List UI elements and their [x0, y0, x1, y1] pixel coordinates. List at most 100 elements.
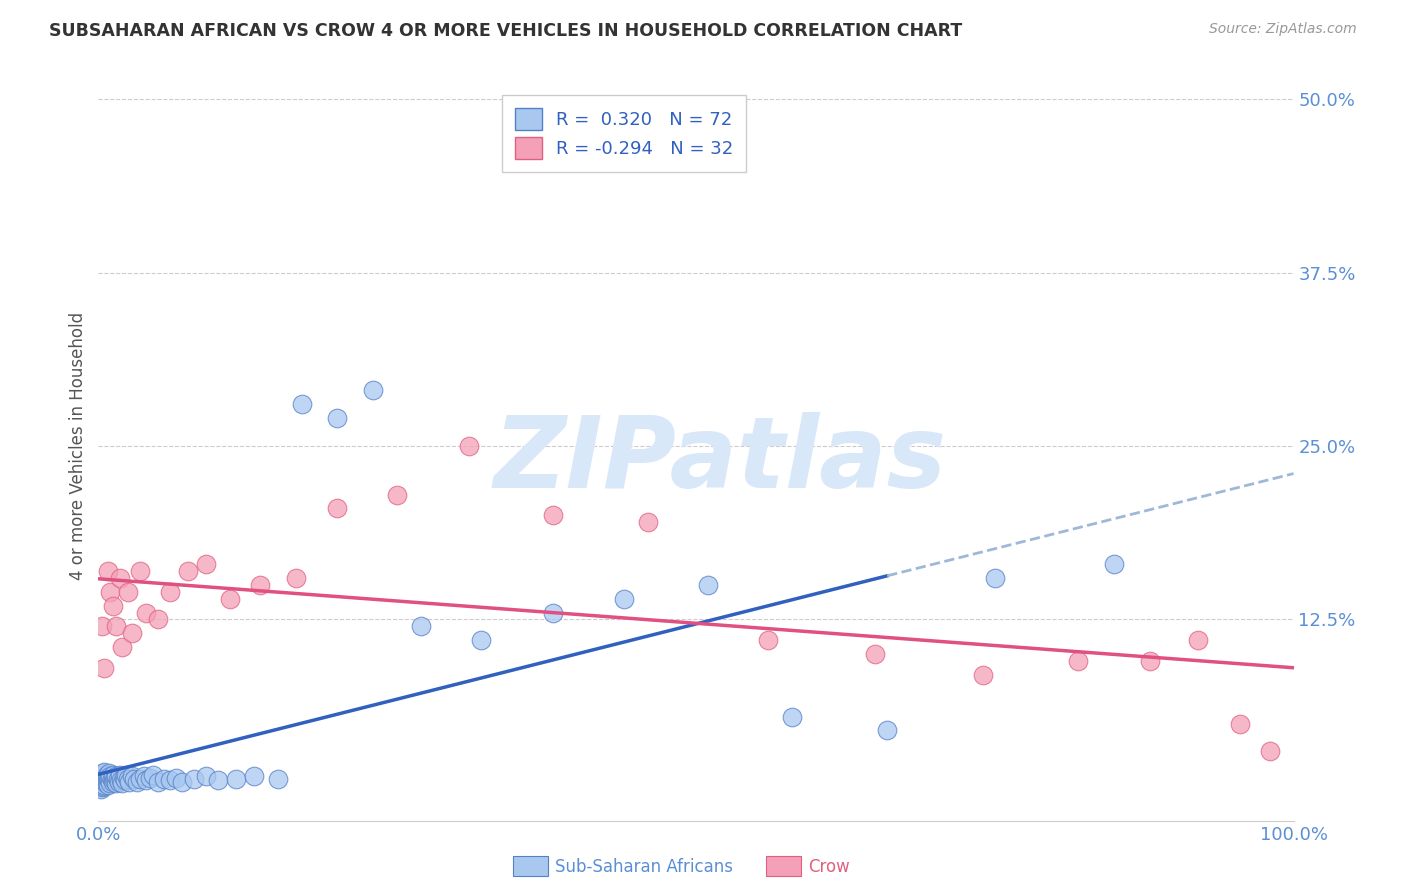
Point: [97, 564, 120, 578]
Point: [89, 779, 111, 793]
Point: [385, 487, 409, 501]
Point: [94, 776, 117, 790]
Point: [93, 661, 115, 675]
Point: [105, 769, 128, 783]
Point: [93, 778, 115, 792]
Point: [110, 773, 132, 788]
Point: [1187, 633, 1209, 648]
Point: [195, 557, 218, 571]
Point: [326, 501, 349, 516]
Point: [96, 768, 118, 782]
Point: [105, 619, 128, 633]
Point: [165, 771, 187, 785]
Point: [172, 774, 194, 789]
Point: [101, 599, 124, 613]
Point: [148, 612, 170, 626]
Point: [780, 709, 803, 723]
Point: [972, 668, 994, 682]
Point: [183, 772, 205, 786]
Point: [142, 768, 165, 782]
Point: [132, 769, 155, 783]
Point: [111, 776, 134, 790]
Point: [103, 773, 125, 788]
Point: [125, 774, 148, 789]
Point: [541, 508, 564, 523]
Point: [94, 771, 117, 785]
Point: [219, 591, 242, 606]
Point: [1139, 654, 1161, 668]
Point: [139, 771, 162, 785]
Point: [865, 647, 887, 661]
Point: [108, 571, 131, 585]
Point: [98, 773, 121, 788]
Point: [326, 411, 349, 425]
Point: [177, 564, 200, 578]
Point: [100, 772, 122, 786]
Point: [98, 769, 122, 783]
Point: [105, 776, 128, 790]
Point: [108, 768, 131, 782]
Point: [91, 779, 114, 793]
Point: [135, 606, 157, 620]
Point: [91, 774, 114, 789]
Point: [107, 772, 129, 786]
Point: [90, 781, 112, 796]
Text: ZIPatlas: ZIPatlas: [494, 412, 946, 509]
Text: Sub-Saharan Africans: Sub-Saharan Africans: [555, 858, 734, 876]
Point: [111, 640, 134, 655]
Point: [115, 768, 138, 782]
Point: [112, 771, 135, 785]
Point: [458, 439, 481, 453]
Point: [1229, 716, 1251, 731]
Point: [91, 619, 114, 633]
Point: [121, 769, 143, 783]
Point: [91, 768, 114, 782]
Point: [101, 774, 124, 789]
Point: [267, 772, 290, 786]
Point: [97, 771, 120, 785]
Y-axis label: 4 or more Vehicles in Household: 4 or more Vehicles in Household: [69, 312, 87, 580]
Point: [98, 584, 122, 599]
Text: Source: ZipAtlas.com: Source: ZipAtlas.com: [1209, 22, 1357, 37]
Point: [1104, 557, 1126, 571]
Point: [697, 578, 720, 592]
Point: [124, 772, 146, 786]
Point: [195, 769, 218, 783]
Point: [207, 773, 229, 788]
Point: [1258, 744, 1281, 758]
Point: [114, 773, 136, 788]
Point: [121, 626, 143, 640]
Point: [363, 384, 385, 398]
Point: [101, 768, 124, 782]
Point: [129, 772, 152, 786]
Point: [107, 774, 129, 789]
Point: [89, 774, 111, 789]
Point: [225, 772, 247, 786]
Point: [637, 516, 659, 530]
Text: SUBSAHARAN AFRICAN VS CROW 4 OR MORE VEHICLES IN HOUSEHOLD CORRELATION CHART: SUBSAHARAN AFRICAN VS CROW 4 OR MORE VEH…: [49, 22, 963, 40]
Point: [148, 774, 170, 789]
Point: [118, 774, 141, 789]
Point: [90, 776, 112, 790]
Point: [93, 772, 115, 786]
Point: [613, 591, 636, 606]
Point: [91, 766, 114, 780]
Point: [117, 772, 139, 786]
Point: [91, 780, 114, 795]
Point: [98, 766, 121, 780]
Text: Crow: Crow: [808, 858, 851, 876]
Point: [1067, 654, 1090, 668]
Point: [129, 564, 152, 578]
Point: [117, 584, 139, 599]
Point: [153, 772, 176, 786]
Point: [411, 619, 433, 633]
Point: [159, 584, 181, 599]
Point: [470, 633, 492, 648]
Point: [541, 606, 564, 620]
Point: [756, 633, 779, 648]
Point: [291, 397, 314, 411]
Point: [159, 773, 181, 788]
Point: [243, 769, 266, 783]
Point: [90, 769, 112, 783]
Point: [135, 773, 157, 788]
